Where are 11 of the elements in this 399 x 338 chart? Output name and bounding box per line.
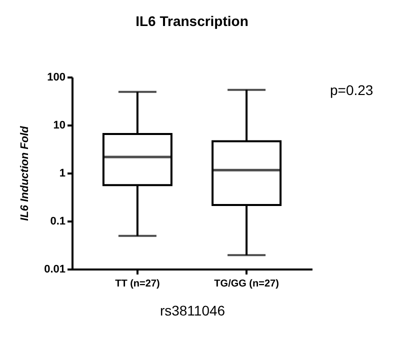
y-tick-label: 0.01 — [44, 264, 66, 276]
y-axis-title: IL6 Induction Fold — [19, 126, 32, 221]
y-tick-label: 100 — [47, 72, 66, 84]
chart-title: IL6 Transcription — [136, 13, 248, 29]
x-axis-title: rs3811046 — [160, 302, 226, 318]
y-tick-label: 1 — [59, 168, 66, 180]
x-tick-label: TT (n=27) — [115, 278, 160, 290]
x-tick-label: TG/GG (n=27) — [214, 278, 279, 290]
text: p=0.23 — [330, 82, 374, 98]
y-tick-label: 0.1 — [50, 216, 66, 228]
y-tick-label: 10 — [53, 120, 66, 132]
